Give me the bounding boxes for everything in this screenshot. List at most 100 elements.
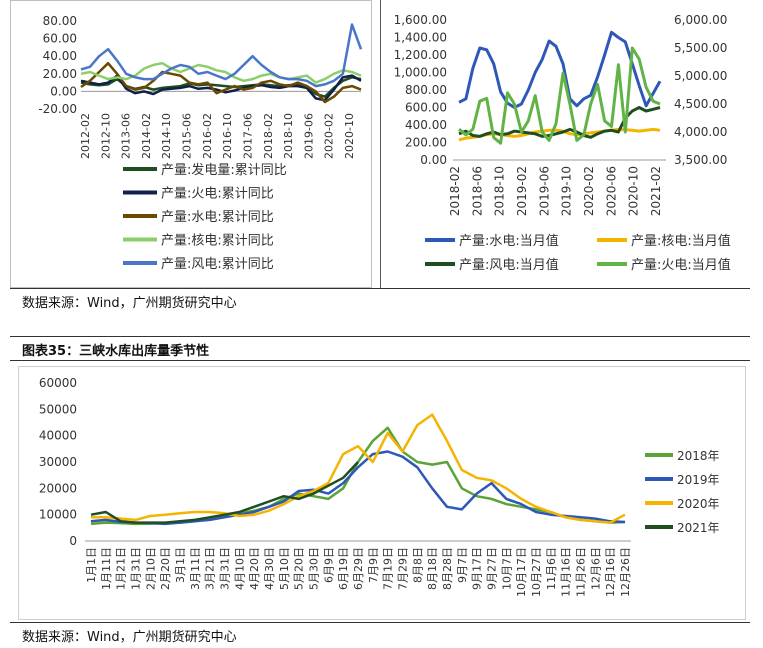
series-line [91, 413, 626, 524]
y-tick-label: 60000 [39, 376, 77, 390]
x-tick-label: 2014-02 [140, 113, 153, 159]
legend-label: 产量:核电:累计同比 [161, 234, 274, 249]
x-tick-label: 2020-06 [604, 166, 618, 216]
x-tick-label: 3月1日 [174, 547, 187, 583]
x-tick-label: 2020-10 [627, 166, 641, 216]
x-tick-label: 11月26日 [575, 547, 588, 597]
legend-label: 产量:发电量:累计同比 [161, 162, 287, 178]
x-tick-label: 2月20日 [159, 547, 172, 590]
y-tick-label: 60.00 [43, 32, 77, 46]
x-tick-label: 3月31日 [219, 547, 232, 590]
x-tick-label: 1月31日 [130, 547, 143, 590]
x-tick-label: 2019-10 [560, 166, 574, 216]
x-tick-label: 4月10日 [233, 547, 246, 590]
x-tick-label: 8月8日 [411, 547, 424, 583]
series-line [90, 461, 359, 524]
x-tick-label: 2019-02 [515, 166, 529, 216]
x-tick-label: 2021-02 [649, 166, 663, 216]
x-tick-label: 9月27日 [486, 547, 499, 590]
y-left-tick-label: 0.00 [420, 153, 447, 167]
x-tick-label: 7月29日 [397, 547, 410, 590]
y-right-tick-label: 4,000.00 [674, 125, 727, 139]
y-tick-label: 10000 [39, 508, 77, 522]
x-tick-label: 3月11日 [189, 547, 202, 590]
x-tick-label: 2018-06 [470, 166, 484, 216]
x-tick-label: 10月7日 [500, 547, 513, 590]
legend-label: 产量:水电:累计同比 [161, 210, 274, 225]
x-tick-label: 1月1日 [85, 547, 98, 583]
x-tick-label: 2020-02 [582, 166, 596, 216]
x-tick-label: 1月11日 [100, 547, 113, 590]
x-tick-label: 2016-02 [201, 113, 214, 159]
x-tick-label: 7月9日 [367, 547, 380, 583]
y-tick-label: 50000 [39, 402, 77, 416]
x-tick-label: 2013-06 [120, 113, 133, 159]
three-gorges-outflow-seasonality-chart-svg: 60000 50000 40000 30000 20000 10000 0 1月1日 1月11日… [39, 376, 720, 597]
x-tick-label: 4月30日 [263, 547, 276, 590]
y-tick-label: -20.00 [38, 102, 77, 116]
x-tick-label: 2018-10 [282, 113, 295, 159]
y-left-tick-label: 1,400.00 [394, 31, 447, 45]
x-tick-label: 6月9日 [322, 547, 335, 583]
y-left-tick-label: 200.00 [405, 136, 447, 150]
x-tick-label: 4月20日 [248, 547, 261, 590]
source-note: 数据来源：Wind，广州期货研究中心 [22, 630, 237, 645]
y-left-tick-label: 600.00 [405, 101, 447, 115]
y-tick-label: 0 [69, 534, 77, 548]
series-line [80, 23, 363, 88]
legend-label: 2021年 [677, 521, 720, 535]
x-tick-label: 5月30日 [308, 547, 321, 590]
legend-label: 产量:风电:当月值 [459, 257, 559, 273]
x-tick-label: 2月10日 [144, 547, 157, 590]
y-right-tick-label: 6,000.00 [674, 13, 727, 27]
legend-label: 2019年 [677, 473, 720, 487]
y-tick-label: 40000 [39, 429, 77, 443]
x-tick-label: 10月27日 [530, 547, 543, 597]
x-tick-label: 2019-06 [537, 166, 551, 216]
x-tick-label: 11月16日 [560, 547, 573, 597]
series-line [80, 61, 362, 84]
x-tick-label: 2012-10 [99, 113, 112, 159]
x-tick-label: 8月28日 [441, 547, 454, 590]
x-tick-label: 7月19日 [382, 547, 395, 590]
legend-label: 产量:火电:当月值 [631, 257, 731, 273]
legend-label: 产量:水电:当月值 [459, 233, 559, 249]
series-line [458, 46, 661, 145]
y-left-tick-label: 1,600.00 [394, 13, 447, 27]
monthly-power-generation-chart-svg: 1,600.00 1,400.00 1,200.00 1,000.00 800.00 60… [394, 13, 731, 273]
x-tick-label: 10月17日 [515, 547, 528, 597]
x-tick-label: 12月16日 [604, 547, 617, 597]
x-tick-label: 9月7日 [456, 547, 469, 583]
x-tick-label: 2012-02 [79, 113, 92, 159]
yoy-power-generation-chart: 80.00 60.00 40.00 20.00 0.00 -20.00 2012-02 201… [10, 0, 372, 288]
x-tick-label: 3月21日 [204, 547, 217, 590]
legend-label: 产量:风电:累计同比 [161, 257, 274, 272]
y-tick-label: 40.00 [43, 49, 77, 63]
legend-label: 产量:火电:累计同比 [161, 187, 274, 202]
y-right-tick-label: 5,500.00 [674, 41, 727, 55]
x-tick-label: 2018-02 [262, 113, 275, 159]
y-right-tick-label: 3,500.00 [674, 153, 727, 167]
x-tick-label: 9月17日 [471, 547, 484, 590]
y-left-tick-label: 400.00 [405, 118, 447, 132]
legend-label: 2020年 [677, 497, 720, 511]
x-tick-label: 2019-06 [302, 113, 315, 159]
x-tick-label: 2017-06 [241, 113, 254, 159]
monthly-power-generation-chart: 1,600.00 1,400.00 1,200.00 1,000.00 800.00 60… [380, 0, 763, 288]
y-tick-label: 0.00 [50, 84, 77, 98]
y-tick-label: 20000 [39, 481, 77, 495]
legend-label: 2018年 [677, 449, 720, 463]
y-right-tick-label: 4,500.00 [674, 97, 727, 111]
x-tick-label: 8月18日 [426, 547, 439, 590]
x-tick-label: 12月6日 [589, 547, 602, 590]
y-right-tick-label: 5,000.00 [674, 69, 727, 83]
x-tick-label: 6月19日 [337, 547, 350, 590]
x-tick-label: 11月6日 [545, 547, 558, 590]
figure-title: 图表35：三峡水库出库量季节性 [22, 344, 210, 359]
x-tick-label: 2018-10 [493, 166, 507, 216]
x-tick-label: 2020-10 [343, 113, 356, 159]
divider-rule [10, 360, 750, 361]
y-tick-label: 80.00 [43, 14, 77, 28]
y-tick-label: 20.00 [43, 67, 77, 81]
x-tick-label: 2016-10 [221, 113, 234, 159]
